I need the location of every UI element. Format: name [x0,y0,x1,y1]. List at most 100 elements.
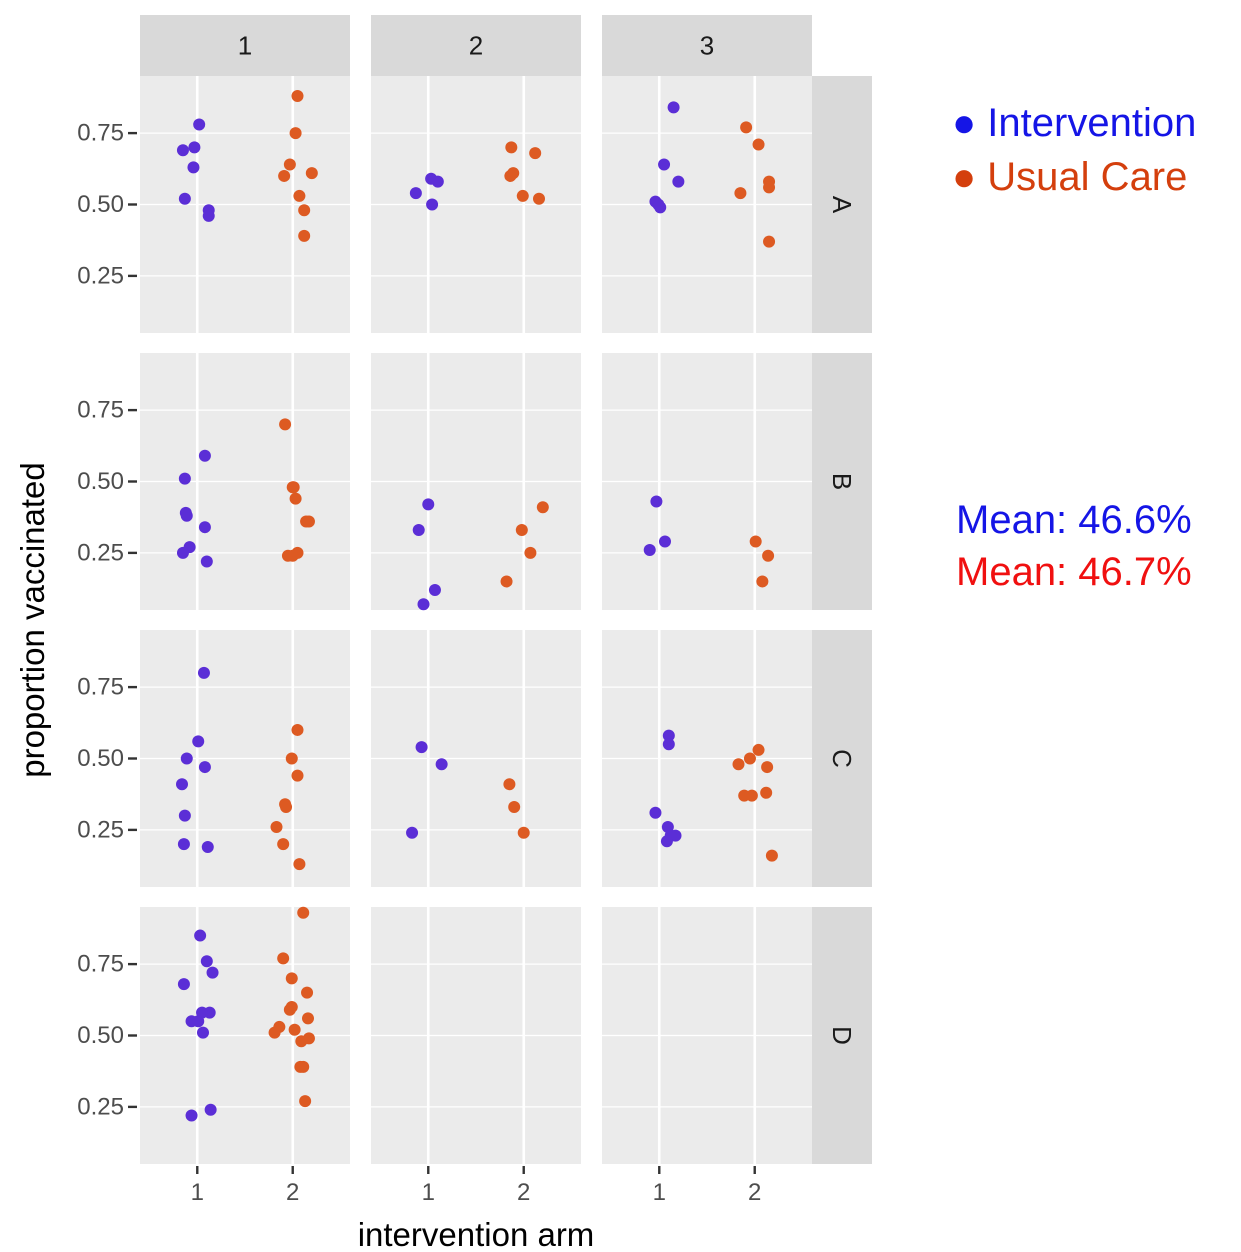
point-intervention [412,524,425,537]
legend-dot-usual-care: ● [952,155,977,199]
point-intervention [197,1026,209,1039]
x-tick-label: 1 [653,1179,666,1206]
row-strip-label: D [827,1026,857,1045]
point-usual-care [517,826,530,839]
point-usual-care [289,492,302,505]
legend-item-usual-care: ● Usual Care [952,150,1196,204]
point-usual-care [291,769,304,782]
row-strip [812,907,872,1164]
point-intervention [178,472,191,485]
column-strip-label: 3 [700,31,714,61]
point-intervention [194,929,207,942]
point-usual-care [763,235,776,248]
point-intervention [198,521,211,534]
point-intervention [204,1103,217,1116]
point-usual-care [752,138,765,151]
y-axis-label: proportion vaccinated [14,462,51,778]
point-intervention [178,809,191,822]
point-usual-care [732,758,745,771]
point-intervention [652,198,665,211]
point-usual-care [515,524,528,537]
x-tick-label: 2 [286,1179,299,1206]
column-strip-label: 1 [238,31,252,61]
row-strip [812,353,872,610]
point-intervention [431,175,444,188]
point-usual-care [745,789,758,802]
point-intervention [659,535,671,548]
point-intervention [177,978,190,991]
point-usual-care [285,752,298,765]
point-intervention [188,141,201,154]
point-usual-care [281,549,294,562]
point-usual-care [268,1026,281,1039]
point-usual-care [302,515,315,528]
point-usual-care [533,192,545,205]
column-strip-label: 2 [469,31,483,61]
mean-usual-care: Mean: 46.7% [956,550,1192,594]
point-usual-care [283,158,296,171]
point-usual-care [297,906,310,919]
point-intervention [662,738,675,751]
axes-layer: 0.25 0.50 0.75 0.25 0.50 0.75 0.25 0.50 0.75 0.25… [77,120,761,1206]
point-intervention [660,835,673,848]
point-usual-care [505,141,518,154]
point-intervention [649,806,662,819]
y-tick-label: 0.50 [77,468,124,495]
y-tick-label: 0.25 [77,262,124,289]
point-usual-care [302,1012,314,1025]
y-tick-label: 0.75 [77,120,124,147]
legend-label-usual-care: Usual Care [987,155,1188,199]
point-intervention [202,209,215,222]
x-tick-label: 1 [422,1179,435,1206]
point-intervention [662,729,675,742]
point-usual-care [529,147,542,160]
point-intervention [422,498,435,511]
y-tick-label: 0.75 [77,674,124,701]
y-tick-label: 0.25 [77,539,124,566]
point-intervention [667,101,680,114]
point-usual-care [752,743,765,756]
point-intervention [201,841,214,854]
point-intervention [428,584,441,597]
point-intervention [185,1109,198,1122]
point-intervention [180,509,193,522]
point-intervention [176,778,188,791]
row-strip [812,76,872,333]
y-tick-label: 0.25 [77,816,124,843]
point-usual-care [293,858,306,871]
x-axis-label: intervention arm [358,1216,595,1252]
point-intervention [192,1015,205,1028]
point-usual-care [279,418,292,431]
panels-layer: A B C D 1 2 3 [140,15,872,1164]
point-usual-care [299,1095,312,1108]
point-usual-care [280,801,293,814]
point-intervention [643,544,656,557]
point-usual-care [740,121,753,134]
column-strip [602,15,812,76]
point-usual-care [765,849,778,862]
point-usual-care [524,546,537,559]
point-intervention [198,761,211,774]
point-intervention [176,144,189,157]
point-intervention [176,546,189,559]
point-usual-care [291,723,304,736]
point-usual-care [749,535,762,548]
point-usual-care [291,89,304,102]
y-tick-label: 0.50 [77,745,124,772]
point-intervention [178,192,191,205]
point-usual-care [761,761,774,774]
row-strip-label: A [827,196,857,214]
point-usual-care [293,189,306,202]
point-intervention [180,752,193,765]
point-intervention [409,187,422,200]
y-tick-label: 0.75 [77,951,124,978]
legend: ● Intervention ● Usual Care [952,96,1196,204]
point-usual-care [298,229,311,242]
y-tick-label: 0.50 [77,1022,124,1049]
point-usual-care [278,169,291,182]
point-intervention [435,758,448,771]
point-usual-care [305,167,318,180]
point-intervention [198,449,211,462]
point-usual-care [277,952,290,965]
